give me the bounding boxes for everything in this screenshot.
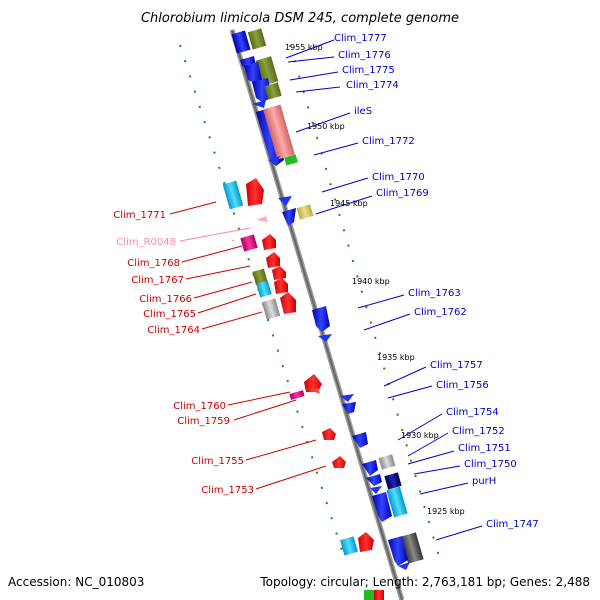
left-leaders — [169, 201, 327, 490]
gene-feature — [256, 280, 272, 298]
forward-features — [231, 28, 424, 600]
gene-feature — [374, 590, 384, 600]
gene-label-clim-1753[interactable]: Clim_1753 — [201, 485, 254, 496]
map-title: Chlorobium limicola DSM 245, complete ge… — [141, 11, 459, 26]
gene-feature — [264, 82, 282, 100]
gene-feature — [231, 30, 251, 54]
gene-feature — [322, 428, 336, 440]
gene-feature — [274, 278, 288, 294]
gene-label-clim-1755[interactable]: Clim_1755 — [191, 456, 244, 467]
gene-feature — [284, 154, 298, 166]
gene-feature — [252, 268, 268, 286]
gene-label-clim-1756[interactable]: Clim_1756 — [436, 380, 489, 391]
gene-feature — [240, 234, 258, 252]
gene-label-clim-1766[interactable]: Clim_1766 — [139, 294, 192, 305]
gene-feature — [252, 78, 272, 102]
gene-label-clim-1747[interactable]: Clim_1747 — [486, 519, 539, 530]
gene-feature — [332, 456, 346, 468]
gene-label-clim-1759[interactable]: Clim_1759 — [177, 416, 230, 427]
gene-feature — [312, 306, 330, 332]
gene-feature — [388, 536, 408, 566]
gene-feature — [222, 180, 244, 210]
kbp-mark: 1925 kbp — [427, 507, 465, 516]
gene-label-clim-1771[interactable]: Clim_1771 — [113, 210, 166, 221]
gene-label-clim-1751[interactable]: Clim_1751 — [458, 443, 511, 454]
gene-feature — [266, 252, 280, 268]
gene-feature — [304, 374, 322, 392]
gene-feature — [362, 460, 378, 476]
gene-feature — [263, 104, 295, 160]
gene-feature — [262, 234, 276, 250]
right-leaders — [285, 39, 483, 541]
gene-label-clim-1774[interactable]: Clim_1774 — [346, 80, 399, 91]
gene-feature — [372, 492, 392, 522]
gene-label-clim-1768[interactable]: Clim_1768 — [127, 258, 180, 269]
gene-label-clim-1750[interactable]: Clim_1750 — [464, 459, 517, 470]
gene-feature — [289, 390, 305, 400]
gene-feature — [268, 156, 280, 166]
gene-label-clim-1775[interactable]: Clim_1775 — [342, 65, 395, 76]
gene-label-clim-1754[interactable]: Clim_1754 — [446, 407, 499, 418]
gene-feature — [278, 196, 292, 206]
gene-label-clim-1763[interactable]: Clim_1763 — [408, 288, 461, 299]
gene-feature — [364, 590, 374, 600]
gene-feature — [366, 474, 382, 486]
gene-feature — [398, 562, 410, 570]
gene-feature — [280, 292, 296, 314]
gene-label-clim-1777[interactable]: Clim_1777 — [334, 33, 387, 44]
gene-feature — [282, 208, 296, 226]
gene-label-clim-1765[interactable]: Clim_1765 — [143, 309, 196, 320]
gene-label-clim-1767[interactable]: Clim_1767 — [131, 275, 184, 286]
gene-feature — [384, 472, 402, 490]
kbp-mark: 1930 kbp — [401, 431, 439, 440]
gene-feature — [318, 334, 332, 342]
gene-feature — [296, 204, 314, 220]
gene-feature — [358, 532, 374, 552]
kbp-mark: 1940 kbp — [352, 277, 390, 286]
kbp-scale: 1955 kbp 1950 kbp 1945 kbp 1940 kbp 1935… — [285, 43, 465, 516]
gene-feature — [244, 62, 262, 84]
reverse-features — [222, 178, 374, 556]
kbp-mark: 1950 kbp — [307, 122, 345, 131]
gene-label-clim-1764[interactable]: Clim_1764 — [147, 325, 200, 336]
accession-text: Accession: NC_010803 — [8, 575, 144, 589]
gene-label-clim-1769[interactable]: Clim_1769 — [376, 188, 429, 199]
left-labels: Clim_1771 Clim_R0048 Clim_1768 Clim_1767… — [113, 210, 254, 496]
gene-label-clim-1770[interactable]: Clim_1770 — [372, 172, 425, 183]
gene-feature — [370, 486, 382, 494]
gene-label-purh[interactable]: purH — [472, 476, 496, 487]
gene-label-clim-1752[interactable]: Clim_1752 — [452, 426, 505, 437]
gene-label-clim-r0048[interactable]: Clim_R0048 — [116, 237, 176, 248]
topology-text: Topology: circular; Length: 2,763,181 bp… — [259, 575, 590, 589]
gene-feature — [386, 486, 408, 518]
gene-feature — [310, 388, 320, 394]
kbp-mark: 1935 kbp — [377, 353, 415, 362]
gene-label-clim-1776[interactable]: Clim_1776 — [338, 50, 391, 61]
gene-feature — [340, 536, 358, 556]
gene-label-clim-1760[interactable]: Clim_1760 — [173, 401, 226, 412]
gene-label-iles[interactable]: ileS — [354, 106, 372, 117]
gene-feature — [342, 402, 356, 414]
gene-feature — [340, 394, 354, 402]
gene-label-clim-1772[interactable]: Clim_1772 — [362, 136, 415, 147]
gene-feature — [352, 432, 368, 448]
gene-feature — [256, 216, 268, 222]
gene-label-clim-1762[interactable]: Clim_1762 — [414, 307, 467, 318]
gene-feature — [252, 100, 266, 108]
gene-feature — [247, 28, 267, 50]
gene-feature — [378, 454, 396, 470]
gene-label-clim-1757[interactable]: Clim_1757 — [430, 360, 483, 371]
right-labels: Clim_1777 Clim_1776 Clim_1775 Clim_1774 … — [334, 33, 539, 530]
kbp-mark: 1955 kbp — [285, 43, 323, 52]
gene-feature — [261, 298, 281, 320]
gene-feature — [246, 178, 264, 206]
gene-feature — [272, 266, 286, 280]
